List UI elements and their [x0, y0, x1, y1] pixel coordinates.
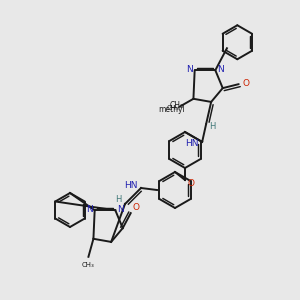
- Text: O: O: [188, 179, 194, 188]
- Text: CH₃: CH₃: [167, 105, 180, 111]
- Text: CH₃: CH₃: [169, 101, 184, 110]
- Text: N: N: [117, 205, 124, 214]
- Text: O: O: [242, 79, 249, 88]
- Text: O: O: [132, 202, 139, 211]
- Text: N: N: [86, 205, 93, 214]
- Text: methyl: methyl: [158, 105, 185, 114]
- Text: N: N: [217, 65, 224, 74]
- Text: HN: HN: [124, 182, 138, 190]
- Text: N: N: [186, 65, 193, 74]
- Text: H: H: [115, 196, 121, 205]
- Text: H: H: [209, 122, 215, 131]
- Text: CH₃: CH₃: [82, 262, 95, 268]
- Text: HN: HN: [185, 140, 199, 148]
